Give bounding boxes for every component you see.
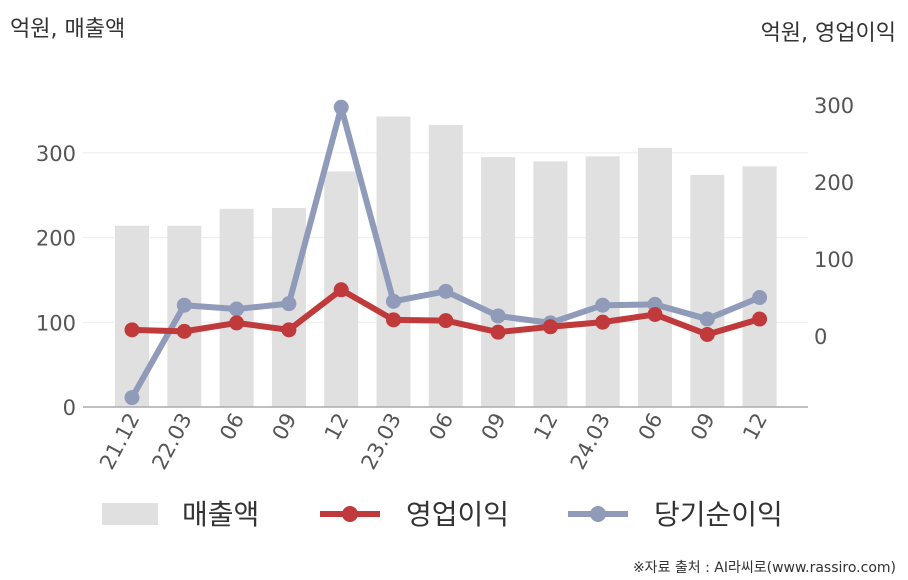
net-income-point [281, 296, 297, 312]
right-tick-label: 0 [814, 325, 827, 349]
profit-lines [124, 99, 768, 406]
legend-marker-net-income [590, 506, 606, 522]
operating-profit-point [595, 314, 611, 330]
net-income-point [752, 290, 768, 305]
net-income-point [595, 297, 611, 313]
x-axis-ticks: 21.12 22.03 06 09 12 23.03 06 09 12 24.03 06 09 12 [95, 409, 772, 473]
revenue-bar [638, 147, 672, 407]
left-axis-unit: 억원, 매출액 [10, 17, 125, 42]
legend-swatch-revenue [102, 503, 158, 525]
operating-profit-point [752, 311, 768, 327]
legend-label-net-income: 당기순이익 [654, 498, 783, 531]
operating-profit-point [333, 282, 349, 298]
x-tick-label: 06 [215, 409, 249, 444]
net-income-point [124, 390, 140, 406]
revenue-bars [115, 116, 777, 407]
x-tick-label: 22.03 [147, 409, 196, 473]
operating-profit-point [438, 313, 454, 329]
legend-label-revenue: 매출액 [182, 498, 259, 531]
right-axis-unit: 억원, 영업이익 [761, 21, 896, 46]
legend-label-operating-profit: 영업이익 [406, 498, 509, 531]
x-tick-label: 09 [268, 409, 302, 444]
revenue-bar [690, 174, 725, 407]
net-income-point [699, 311, 715, 327]
revenue-bar [167, 225, 202, 407]
right-tick-label: 100 [814, 248, 854, 272]
revenue-bar [585, 156, 620, 407]
revenue-bar [533, 161, 568, 407]
x-tick-label: 12 [320, 409, 354, 444]
net-income-point [490, 308, 506, 324]
right-tick-label: 300 [814, 94, 854, 118]
operating-profit-point [281, 322, 297, 338]
legend-marker-operating-profit [342, 506, 358, 522]
left-axis-ticks: 0 100 200 300 [36, 142, 76, 420]
revenue-bar [481, 157, 516, 407]
operating-profit-point [542, 319, 558, 335]
x-tick-label: 21.12 [95, 409, 144, 473]
operating-profit-point [124, 322, 140, 338]
left-tick-label: 200 [36, 227, 76, 251]
net-income-point [438, 283, 454, 299]
net-income-point [229, 301, 245, 317]
net-income-point [176, 297, 192, 313]
x-tick-label: 23.03 [356, 409, 405, 473]
operating-profit-point [647, 306, 663, 322]
revenue-bar [428, 124, 463, 407]
operating-profit-point [699, 326, 715, 342]
legend: 매출액 영업이익 당기순이익 [102, 498, 783, 531]
right-axis-ticks: 0 100 200 300 [814, 94, 854, 349]
left-tick-label: 100 [36, 311, 76, 335]
x-tick-label: 09 [477, 409, 511, 444]
source-note: ※자료 출처 : AI라씨로(www.rassiro.com) [633, 560, 896, 576]
left-tick-label: 0 [63, 396, 76, 420]
operating-profit-point [490, 324, 506, 340]
net-income-point [386, 293, 401, 309]
x-tick-label: 24.03 [566, 409, 615, 473]
net-income-point [333, 99, 349, 115]
operating-profit-point [229, 315, 245, 331]
revenue-bar [742, 166, 777, 407]
x-tick-label: 12 [529, 409, 563, 444]
operating-profit-point [176, 323, 192, 339]
x-tick-label: 09 [686, 409, 720, 444]
x-tick-label: 06 [634, 409, 668, 444]
operating-profit-point [386, 312, 401, 328]
x-tick-label: 06 [424, 409, 458, 444]
left-tick-label: 300 [36, 142, 76, 166]
x-tick-label: 12 [738, 409, 772, 444]
right-tick-label: 200 [814, 171, 854, 195]
